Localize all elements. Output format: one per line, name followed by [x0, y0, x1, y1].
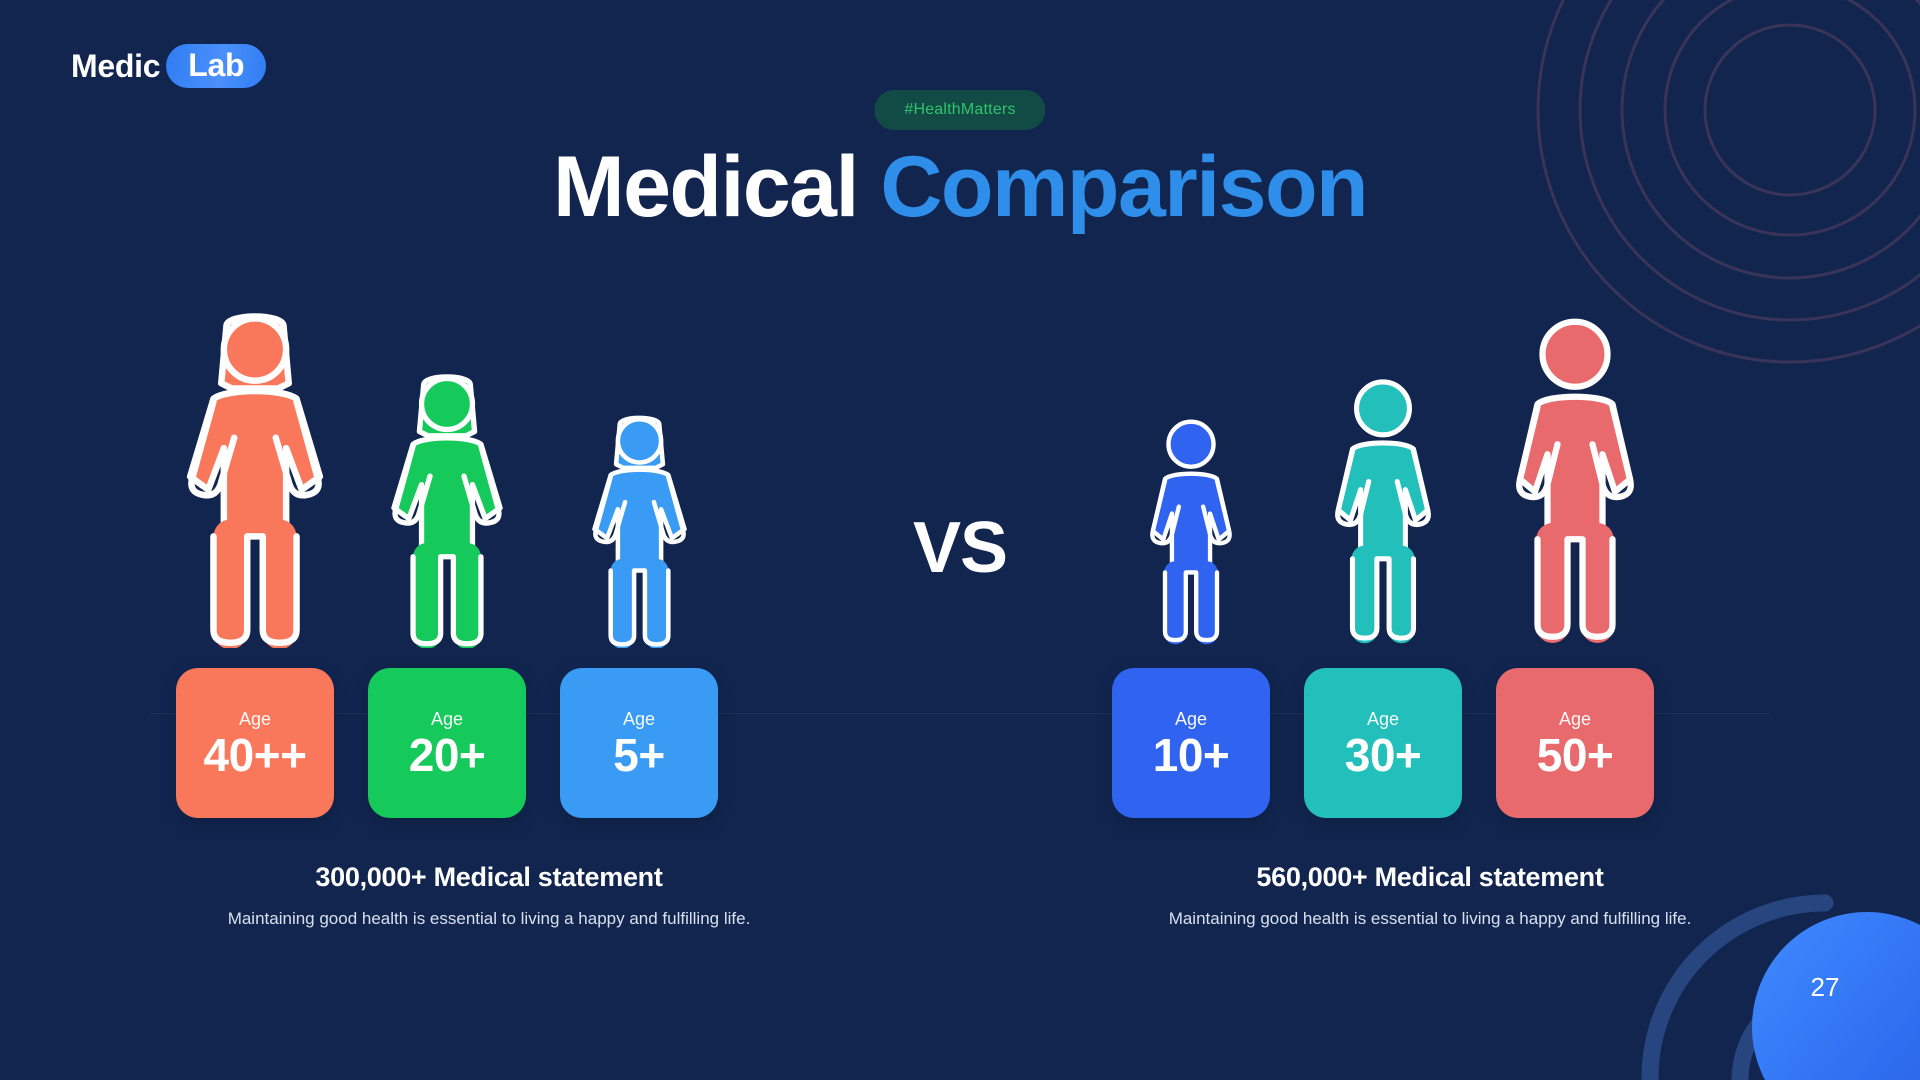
male-pictogram-icon	[1139, 308, 1243, 648]
age-card-value: 20+	[408, 728, 486, 781]
person-column[interactable]: Age 30+	[1304, 308, 1462, 818]
age-card-value: 40++	[203, 728, 307, 781]
age-card[interactable]: Age 30+	[1304, 668, 1462, 818]
page-title-word-two: Comparison	[880, 139, 1368, 235]
person-column[interactable]: Age 40++	[176, 308, 334, 818]
page-number-badge: 27	[1752, 912, 1920, 1080]
right-caption-heading: 560,000+ Medical statement	[1256, 862, 1604, 892]
age-card-label: Age	[1174, 708, 1208, 729]
comparison-stage: Age 40++	[0, 258, 1920, 818]
male-pictogram-icon	[1500, 308, 1650, 648]
age-card-label: Age	[622, 708, 656, 729]
female-pictogram-icon	[383, 308, 511, 648]
person-column[interactable]: Age 5+	[560, 308, 718, 818]
person-column[interactable]: Age 10+	[1112, 308, 1270, 818]
right-comparison-group: Age 10+	[1112, 258, 1654, 818]
age-card-label: Age	[1366, 708, 1400, 729]
versus-label: VS	[912, 508, 1008, 588]
male-pictogram-icon	[1322, 308, 1444, 648]
age-card-label: Age	[1558, 708, 1592, 729]
person-column[interactable]: Age 20+	[368, 308, 526, 818]
left-caption-block: 300,000+ Medical statement Maintaining g…	[209, 862, 769, 932]
age-card[interactable]: Age 10+	[1112, 668, 1270, 818]
female-pictogram-icon	[585, 308, 694, 648]
age-card-label: Age	[238, 708, 272, 729]
age-card-value: 5+	[613, 728, 665, 781]
age-card[interactable]: Age 40++	[176, 668, 334, 818]
page-title-word-one: Medical	[552, 139, 859, 235]
age-card-label: Age	[430, 708, 464, 729]
age-card[interactable]: Age 20+	[368, 668, 526, 818]
right-caption-block: 560,000+ Medical statement Maintaining g…	[1150, 862, 1710, 932]
brand-logo[interactable]: Medic Lab	[71, 44, 267, 88]
age-card-value: 30+	[1344, 728, 1422, 781]
brand-name-primary: Medic	[71, 47, 161, 84]
page-title: Medical Comparison	[0, 142, 1920, 232]
person-column[interactable]: Age 50+	[1496, 308, 1654, 818]
left-caption-body: Maintaining good health is essential to …	[227, 909, 751, 928]
age-card[interactable]: Age 50+	[1496, 668, 1654, 818]
hashtag-badge: #HealthMatters	[874, 90, 1046, 130]
left-caption-heading: 300,000+ Medical statement	[315, 862, 663, 892]
age-card-value: 10+	[1152, 728, 1230, 781]
horizontal-divider	[150, 713, 1770, 714]
female-pictogram-icon	[177, 308, 333, 648]
age-card-value: 50+	[1536, 728, 1614, 781]
right-caption-body: Maintaining good health is essential to …	[1168, 909, 1692, 928]
age-card[interactable]: Age 5+	[560, 668, 718, 818]
page-number: 27	[1810, 971, 1840, 1002]
brand-name-badge: Lab	[166, 44, 267, 88]
left-comparison-group: Age 40++	[176, 258, 718, 818]
